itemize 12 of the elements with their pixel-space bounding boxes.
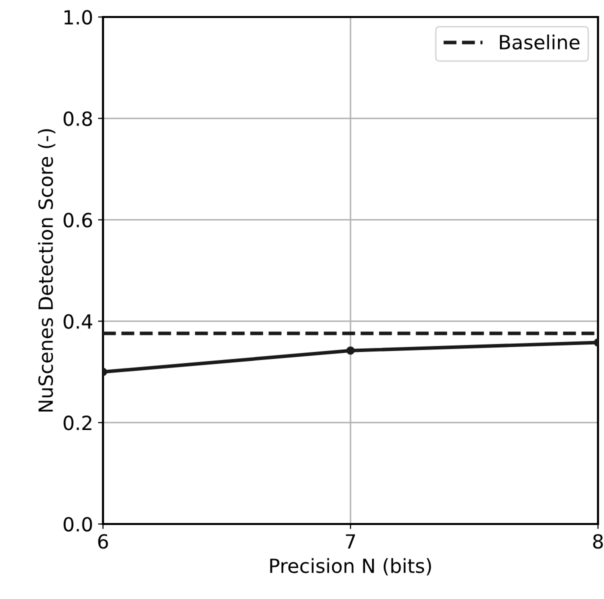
y-axis-title: NuScenes Detection Score (-): [38, 129, 56, 412]
x-tick-label: 6: [98, 534, 108, 549]
x-axis-title: Precision N (bits): [270, 558, 431, 576]
legend-label: Baseline: [500, 34, 580, 50]
y-tick-label: 0.6: [64, 212, 92, 228]
x-tick-label: 8: [593, 534, 603, 549]
y-tick-label: 0.4: [64, 314, 92, 329]
x-tick-label: 7: [346, 534, 356, 548]
y-tick-label: 0.8: [64, 111, 92, 126]
y-tick-label: 1.0: [64, 10, 92, 25]
y-tick-label: 0.2: [64, 416, 92, 430]
y-tick-label: 0.0: [64, 516, 92, 532]
